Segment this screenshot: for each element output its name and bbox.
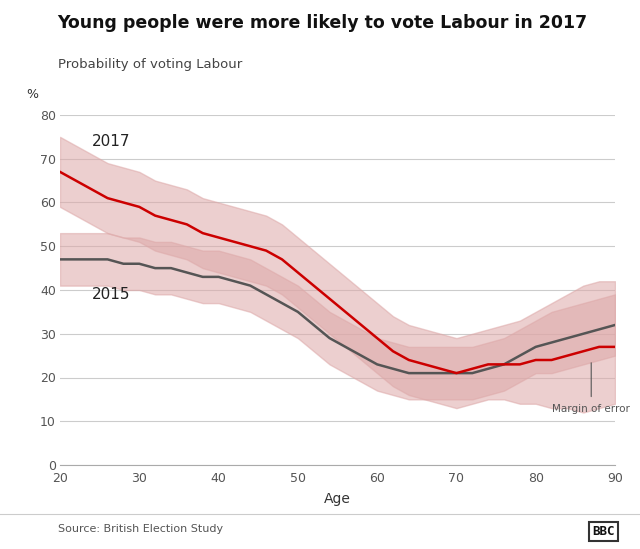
Text: BBC: BBC bbox=[592, 525, 614, 538]
Text: %: % bbox=[27, 88, 38, 101]
Text: 2017: 2017 bbox=[92, 133, 130, 149]
Text: 2015: 2015 bbox=[92, 287, 130, 302]
Text: Source: British Election Study: Source: British Election Study bbox=[58, 524, 223, 534]
Text: Probability of voting Labour: Probability of voting Labour bbox=[58, 58, 242, 71]
Text: Young people were more likely to vote Labour in 2017: Young people were more likely to vote La… bbox=[58, 14, 588, 32]
Text: Margin of error: Margin of error bbox=[552, 404, 630, 414]
X-axis label: Age: Age bbox=[324, 492, 351, 506]
